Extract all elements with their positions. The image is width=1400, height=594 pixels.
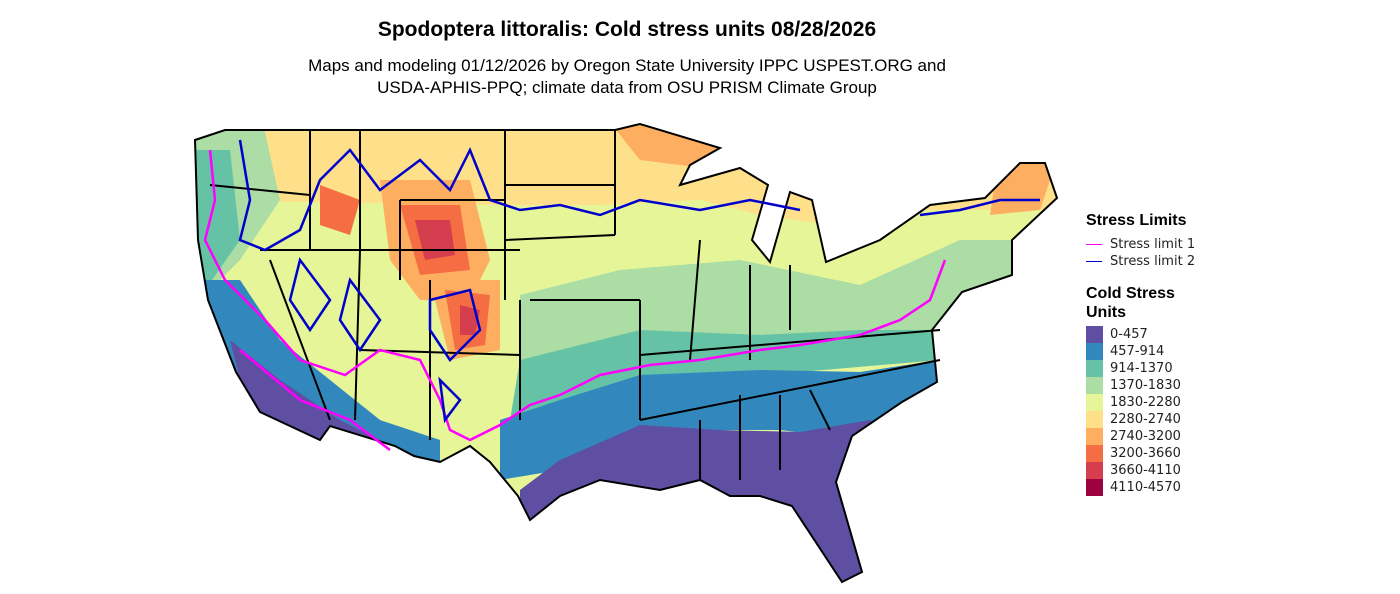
map-title: Spodoptera littoralis: Cold stress units… xyxy=(377,18,877,41)
legend-stress-limit-1: Stress limit 1 xyxy=(1086,236,1195,253)
legend-bin-label: 2740-3200 xyxy=(1110,429,1181,444)
legend: Stress Limits Stress limit 1 Stress limi… xyxy=(1086,211,1195,496)
units-title-line-2: Units xyxy=(1086,304,1126,321)
cold-stress-units-title: Cold Stress Units xyxy=(1086,284,1195,322)
legend-bin-label: 457-914 xyxy=(1110,344,1165,359)
color-swatch xyxy=(1086,377,1103,394)
band-914-1370-east xyxy=(510,330,940,420)
legend-bin: 914-1370 xyxy=(1086,360,1195,377)
legend-bin: 4110-4570 xyxy=(1086,479,1195,496)
subtitle-line-1: Maps and modeling 01/12/2026 by Oregon S… xyxy=(308,56,946,75)
map-subtitle: Maps and modeling 01/12/2026 by Oregon S… xyxy=(0,55,1254,99)
legend-bin: 0-457 xyxy=(1086,326,1195,343)
legend-bin: 457-914 xyxy=(1086,343,1195,360)
magenta-line-icon xyxy=(1086,244,1102,245)
legend-bin: 2280-2740 xyxy=(1086,411,1195,428)
legend-bin: 1370-1830 xyxy=(1086,377,1195,394)
legend-bin: 3200-3660 xyxy=(1086,445,1195,462)
legend-bin-label: 3200-3660 xyxy=(1110,446,1181,461)
color-swatch xyxy=(1086,326,1103,343)
state-boundaries xyxy=(194,123,1058,583)
color-swatch xyxy=(1086,360,1103,377)
color-swatch xyxy=(1086,479,1103,496)
stress-limit-1-contour xyxy=(203,149,947,451)
band-457-914 xyxy=(500,360,940,480)
legend-bin: 2740-3200 xyxy=(1086,428,1195,445)
legend-bin-label: 2280-2740 xyxy=(1110,412,1181,427)
color-swatch xyxy=(1086,394,1103,411)
stress-limits-title: Stress Limits xyxy=(1086,212,1187,229)
legend-label: Stress limit 1 xyxy=(1110,237,1196,252)
legend-bin-label: 4110-4570 xyxy=(1110,480,1181,495)
color-swatch xyxy=(1086,428,1103,445)
legend-bin-label: 914-1370 xyxy=(1110,361,1173,376)
subtitle-line-2: USDA-APHIS-PPQ; climate data from OSU PR… xyxy=(377,78,877,97)
legend-label: Stress limit 2 xyxy=(1110,254,1196,269)
legend-bin-label: 0-457 xyxy=(1110,327,1148,342)
legend-bin-label: 1370-1830 xyxy=(1110,378,1181,393)
units-title-line-1: Cold Stress xyxy=(1086,285,1175,302)
stress-limit-2-contour xyxy=(238,139,1040,424)
legend-bin: 1830-2280 xyxy=(1086,394,1195,411)
stress-raster xyxy=(195,124,1057,582)
band-3660-4110-rockies xyxy=(415,220,480,335)
legend-stress-limit-2: Stress limit 2 xyxy=(1086,253,1195,270)
color-swatch xyxy=(1086,445,1103,462)
color-swatch xyxy=(1086,462,1103,479)
blue-line-icon xyxy=(1086,261,1102,262)
color-swatch xyxy=(1086,343,1103,360)
legend-bins: 0-457 457-914 914-1370 1370-1830 1830-2280 22… xyxy=(1086,326,1195,496)
legend-bin-label: 1830-2280 xyxy=(1110,395,1181,410)
color-swatch xyxy=(1086,411,1103,428)
legend-bin: 3660-4110 xyxy=(1086,462,1195,479)
state-lines xyxy=(209,130,941,480)
legend-bin-label: 3660-4110 xyxy=(1110,463,1181,478)
